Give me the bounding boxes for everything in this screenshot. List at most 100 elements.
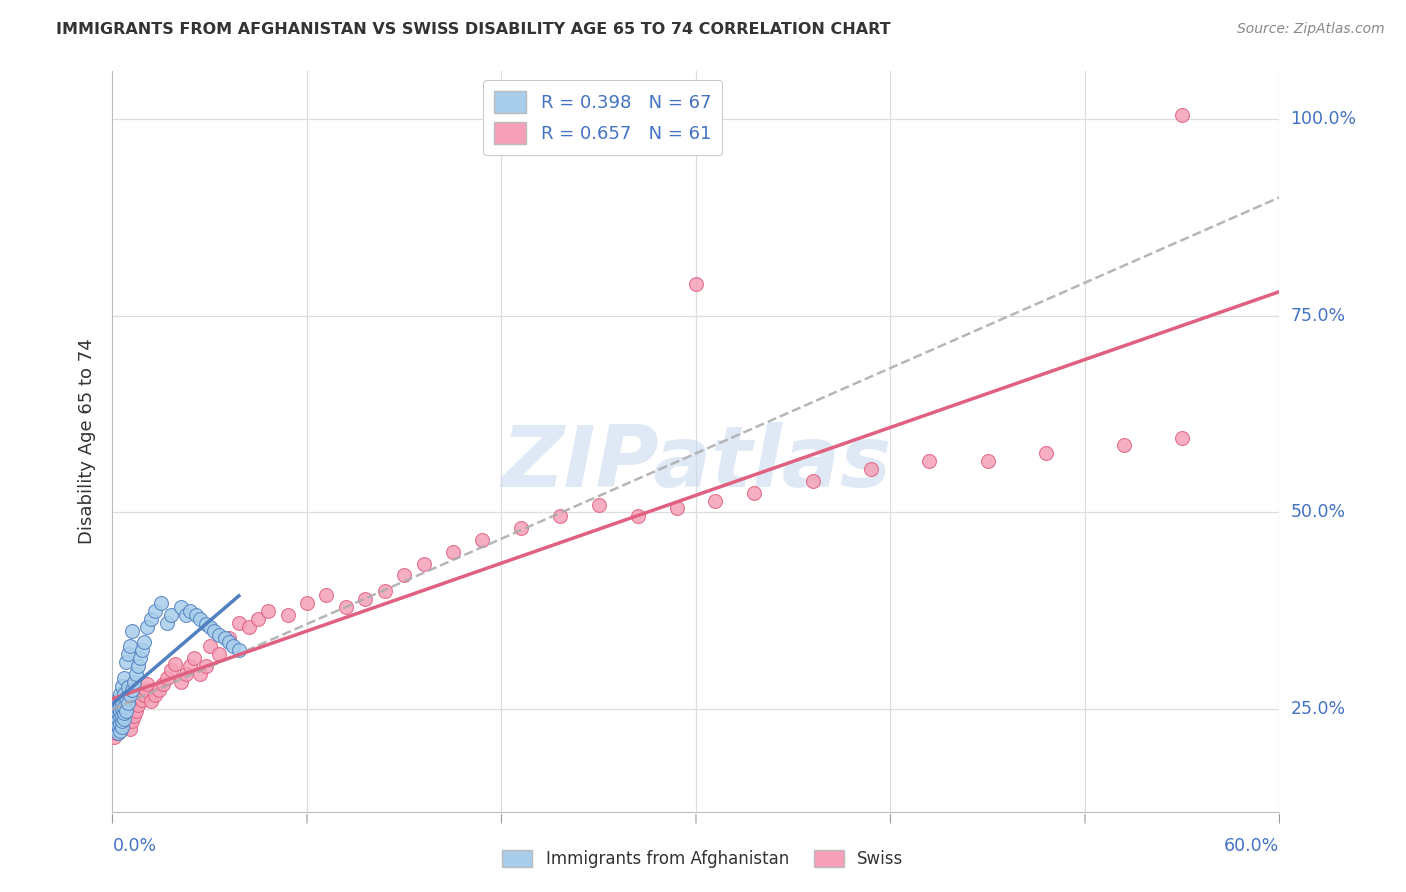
Point: [110, 687, 132, 701]
Text: 50.0%: 50.0%: [1291, 503, 1346, 522]
Point: [183, 651, 205, 665]
Point: [208, 647, 231, 661]
Point: [801, 474, 824, 488]
Point: [160, 663, 183, 677]
Point: [412, 557, 434, 571]
Point: [1171, 431, 1194, 445]
Point: [122, 674, 145, 689]
Point: [627, 509, 650, 524]
Point: [148, 682, 170, 697]
Point: [208, 627, 231, 641]
Point: [115, 690, 138, 705]
Text: 0.0%: 0.0%: [112, 837, 156, 855]
Point: [132, 688, 155, 702]
Point: [112, 687, 135, 701]
Point: [354, 592, 377, 607]
Point: [118, 640, 141, 654]
Point: [335, 599, 357, 614]
Point: [276, 607, 298, 622]
Point: [131, 693, 153, 707]
Point: [110, 704, 132, 718]
Point: [143, 688, 166, 702]
Point: [121, 714, 143, 728]
Point: [112, 706, 135, 721]
Point: [105, 722, 128, 736]
Point: [117, 647, 139, 661]
Point: [548, 509, 571, 524]
Point: [295, 596, 318, 610]
Point: [110, 716, 132, 731]
Text: 25.0%: 25.0%: [1291, 700, 1346, 718]
Point: [103, 730, 125, 744]
Point: [156, 671, 179, 685]
Point: [202, 624, 225, 638]
Point: [112, 716, 135, 731]
Point: [118, 688, 141, 702]
Point: [509, 521, 531, 535]
Point: [1035, 446, 1057, 460]
Point: [110, 698, 132, 712]
Point: [111, 720, 134, 734]
Point: [238, 619, 260, 633]
Point: [112, 700, 135, 714]
Point: [685, 277, 707, 291]
Point: [228, 615, 250, 630]
Legend: R = 0.398   N = 67, R = 0.657   N = 61: R = 0.398 N = 67, R = 0.657 N = 61: [484, 80, 723, 155]
Point: [188, 666, 211, 681]
Point: [860, 462, 883, 476]
Point: [105, 726, 128, 740]
Point: [179, 604, 201, 618]
Point: [176, 666, 198, 681]
Point: [110, 724, 132, 739]
Point: [107, 694, 129, 708]
Point: [110, 692, 132, 706]
Y-axis label: Disability Age 65 to 74: Disability Age 65 to 74: [77, 339, 96, 544]
Point: [122, 708, 145, 723]
Point: [121, 682, 143, 697]
Point: [117, 704, 139, 718]
Text: 60.0%: 60.0%: [1225, 837, 1279, 855]
Point: [1112, 438, 1135, 452]
Point: [152, 677, 174, 691]
Point: [105, 714, 128, 728]
Point: [107, 720, 129, 734]
Point: [141, 694, 163, 708]
Point: [111, 696, 134, 710]
Point: [141, 612, 163, 626]
Point: [111, 714, 134, 728]
Point: [315, 588, 337, 602]
Point: [588, 498, 610, 512]
Point: [471, 533, 494, 547]
Point: [107, 700, 129, 714]
Point: [117, 680, 139, 694]
Point: [111, 702, 134, 716]
Point: [127, 659, 149, 673]
Point: [1171, 108, 1194, 122]
Point: [218, 635, 240, 649]
Point: [136, 677, 159, 691]
Point: [194, 617, 217, 632]
Text: ZIPatlas: ZIPatlas: [501, 422, 891, 505]
Point: [112, 712, 135, 726]
Point: [188, 612, 211, 626]
Point: [118, 722, 141, 736]
Point: [105, 702, 128, 716]
Point: [111, 708, 134, 723]
Point: [163, 657, 186, 671]
Point: [176, 607, 198, 622]
Point: [115, 710, 138, 724]
Point: [169, 599, 191, 614]
Point: [257, 604, 280, 618]
Point: [112, 671, 135, 685]
Point: [222, 640, 245, 654]
Legend: Immigrants from Afghanistan, Swiss: Immigrants from Afghanistan, Swiss: [496, 843, 910, 875]
Point: [103, 698, 125, 713]
Point: [704, 493, 727, 508]
Point: [150, 596, 173, 610]
Point: [744, 485, 766, 500]
Point: [125, 666, 148, 681]
Point: [228, 643, 250, 657]
Point: [394, 568, 416, 582]
Point: [111, 679, 134, 693]
Point: [198, 619, 221, 633]
